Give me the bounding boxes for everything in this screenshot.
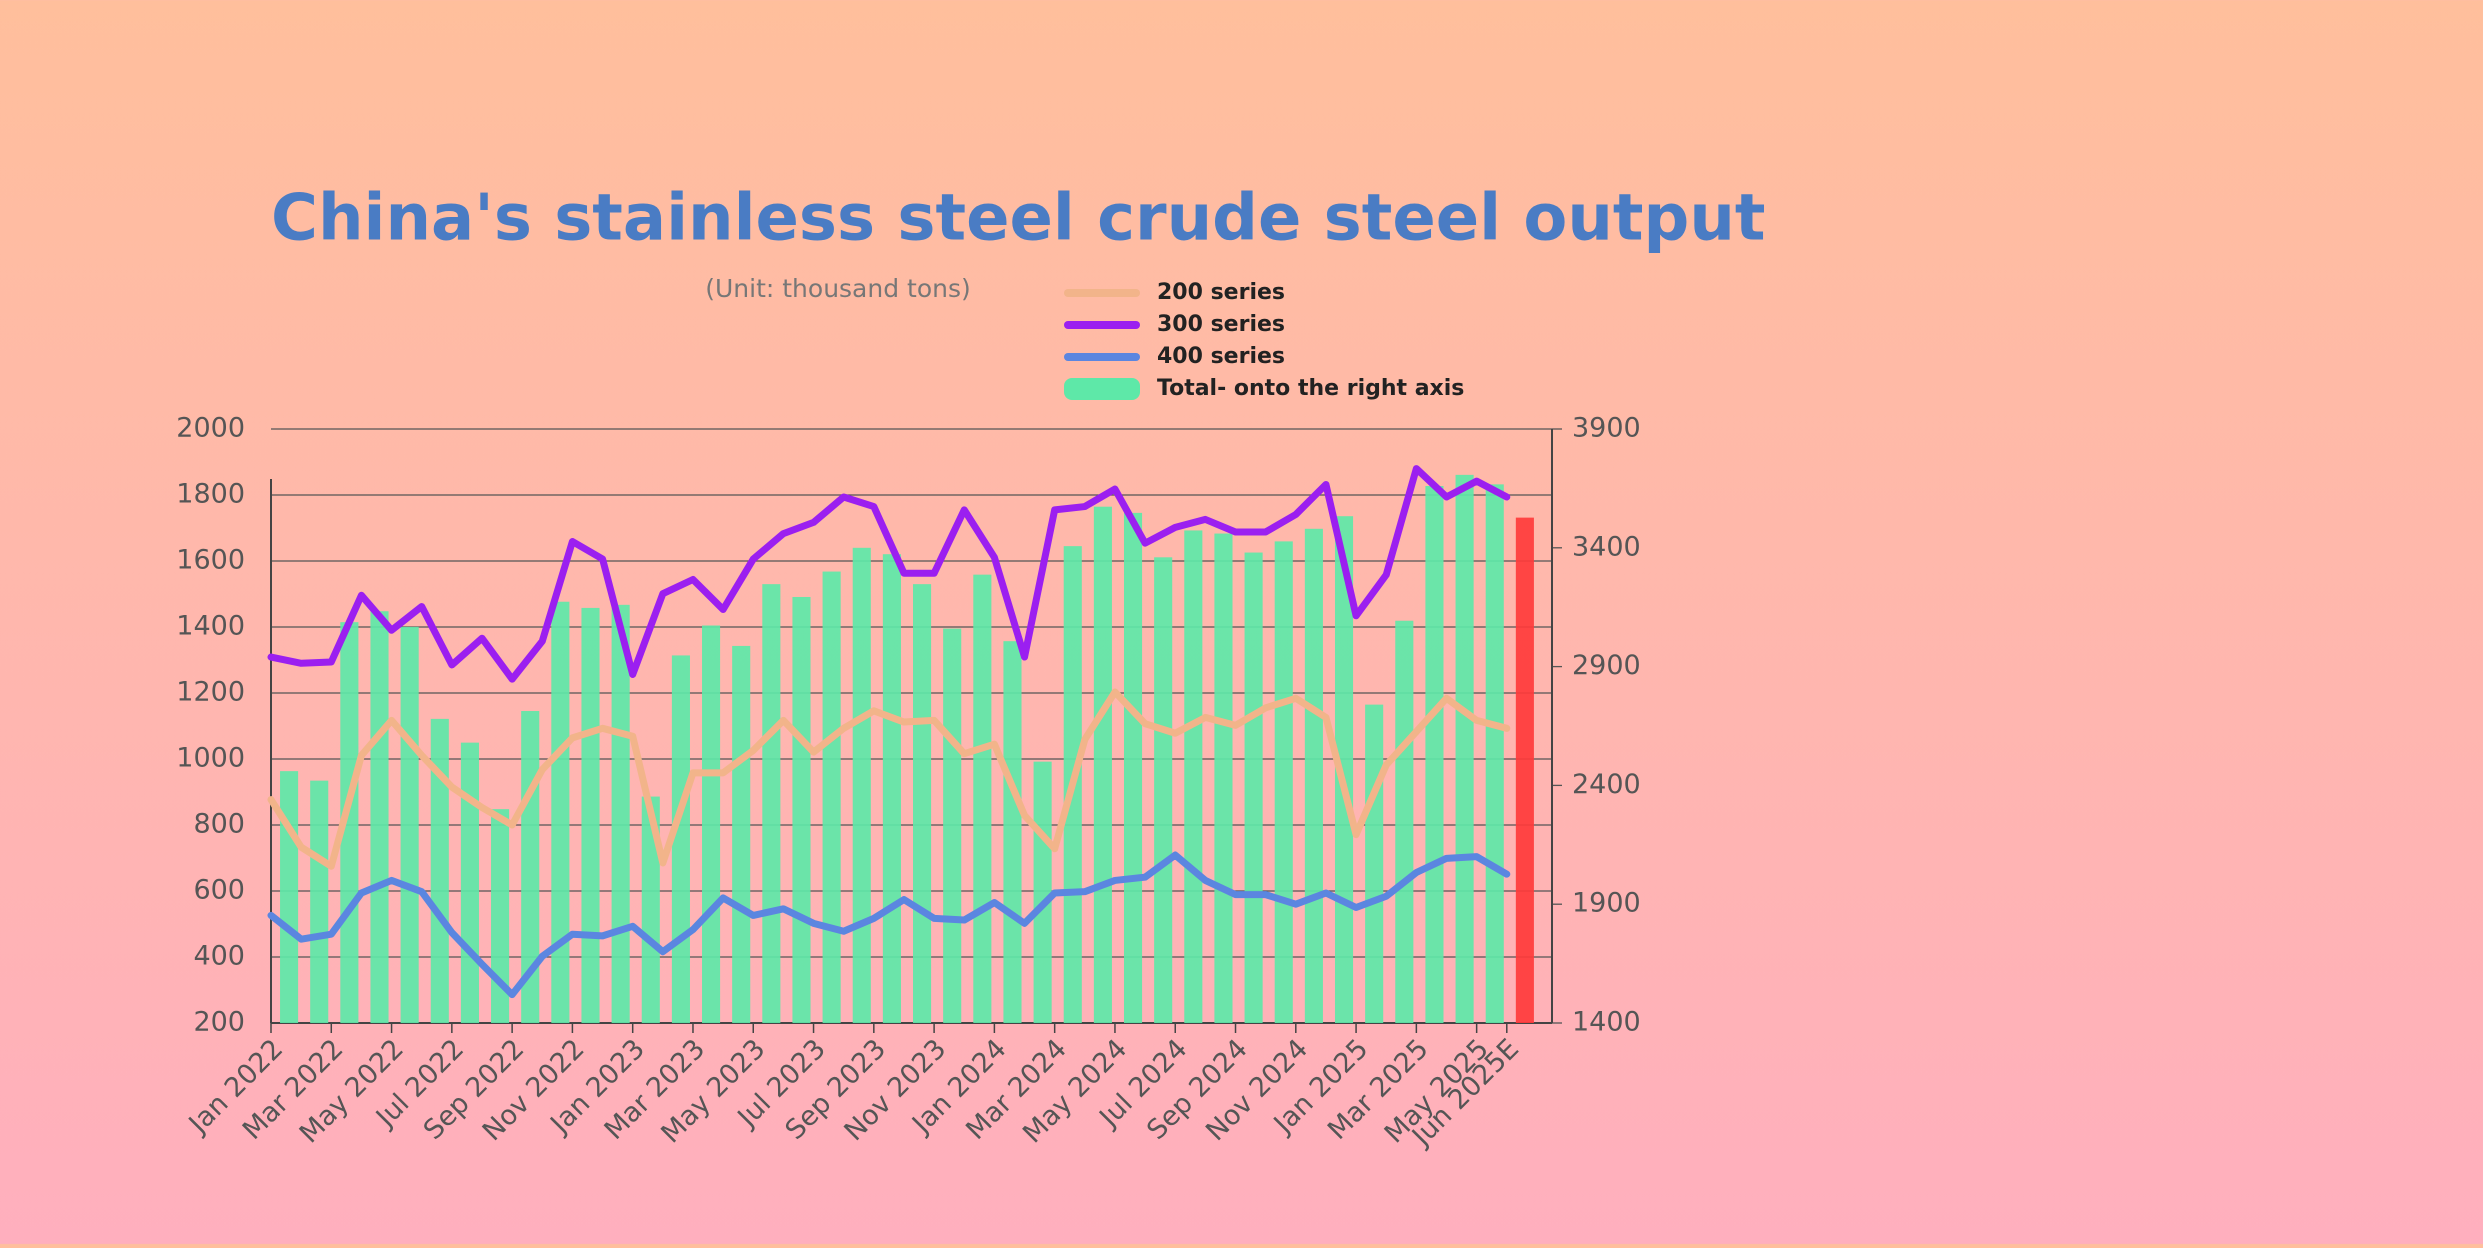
chart-subtitle: (Unit: thousand tons) <box>705 274 971 303</box>
bar <box>1425 486 1444 1023</box>
bar <box>1244 552 1263 1023</box>
bar <box>732 645 751 1023</box>
bar <box>1123 512 1143 1023</box>
bar <box>611 604 630 1023</box>
bar <box>1365 704 1384 1023</box>
bar <box>460 742 479 1023</box>
bar <box>491 809 510 1023</box>
y-tick-label: 2000 <box>176 413 245 444</box>
bar <box>1455 474 1474 1023</box>
bar <box>913 584 932 1023</box>
chart-title: China's stainless steel crude steel outp… <box>271 182 1765 256</box>
bar <box>551 601 570 1023</box>
bar <box>1515 517 1534 1023</box>
y-tick-label: 1000 <box>176 743 245 774</box>
y2-tick-label: 2900 <box>1572 650 1641 681</box>
bar <box>1304 528 1323 1023</box>
legend-label: 200 series <box>1157 280 1285 305</box>
bar <box>1154 557 1173 1023</box>
bar <box>852 547 871 1023</box>
bar <box>641 796 660 1023</box>
legend-swatch <box>1064 378 1140 400</box>
bar <box>370 611 389 1023</box>
bar <box>1093 506 1112 1023</box>
bar <box>1003 641 1022 1023</box>
y-tick-label: 1200 <box>176 677 245 708</box>
bar <box>822 571 841 1023</box>
y-tick-label: 600 <box>193 875 245 906</box>
y-tick-label: 1400 <box>176 611 245 642</box>
y-tick-label: 200 <box>193 1007 245 1038</box>
line <box>267 688 1511 870</box>
legend-label: 300 series <box>1157 312 1285 337</box>
y-tick-label: 1800 <box>176 479 245 510</box>
bar <box>762 584 781 1023</box>
bar <box>400 626 419 1023</box>
line <box>267 851 1511 999</box>
bar <box>430 718 449 1023</box>
bar <box>1395 620 1414 1023</box>
bar <box>792 596 811 1023</box>
bar <box>1214 533 1233 1023</box>
bar <box>280 771 299 1023</box>
y2-tick-label: 3400 <box>1572 531 1641 562</box>
bar <box>1485 484 1504 1023</box>
legend-label: 400 series <box>1157 344 1285 369</box>
bar <box>1184 530 1203 1023</box>
bar <box>973 574 992 1023</box>
bar <box>1033 761 1052 1023</box>
y-tick-label: 400 <box>193 941 245 972</box>
y2-tick-label: 2400 <box>1572 769 1641 800</box>
bar <box>702 625 721 1023</box>
y-tick-label: 1600 <box>176 545 245 576</box>
bar <box>882 554 901 1023</box>
bar <box>671 655 690 1023</box>
bar <box>943 628 962 1023</box>
legend-label: Total- onto the right axis <box>1157 376 1464 401</box>
bar <box>1274 541 1293 1023</box>
bar <box>310 780 329 1023</box>
y-tick-label: 800 <box>193 809 245 840</box>
bar <box>340 622 359 1023</box>
bar <box>581 607 600 1023</box>
y2-tick-label: 1400 <box>1572 1007 1641 1038</box>
y2-tick-label: 1900 <box>1572 888 1641 919</box>
line <box>267 465 1511 683</box>
y2-tick-label: 3900 <box>1572 413 1641 444</box>
